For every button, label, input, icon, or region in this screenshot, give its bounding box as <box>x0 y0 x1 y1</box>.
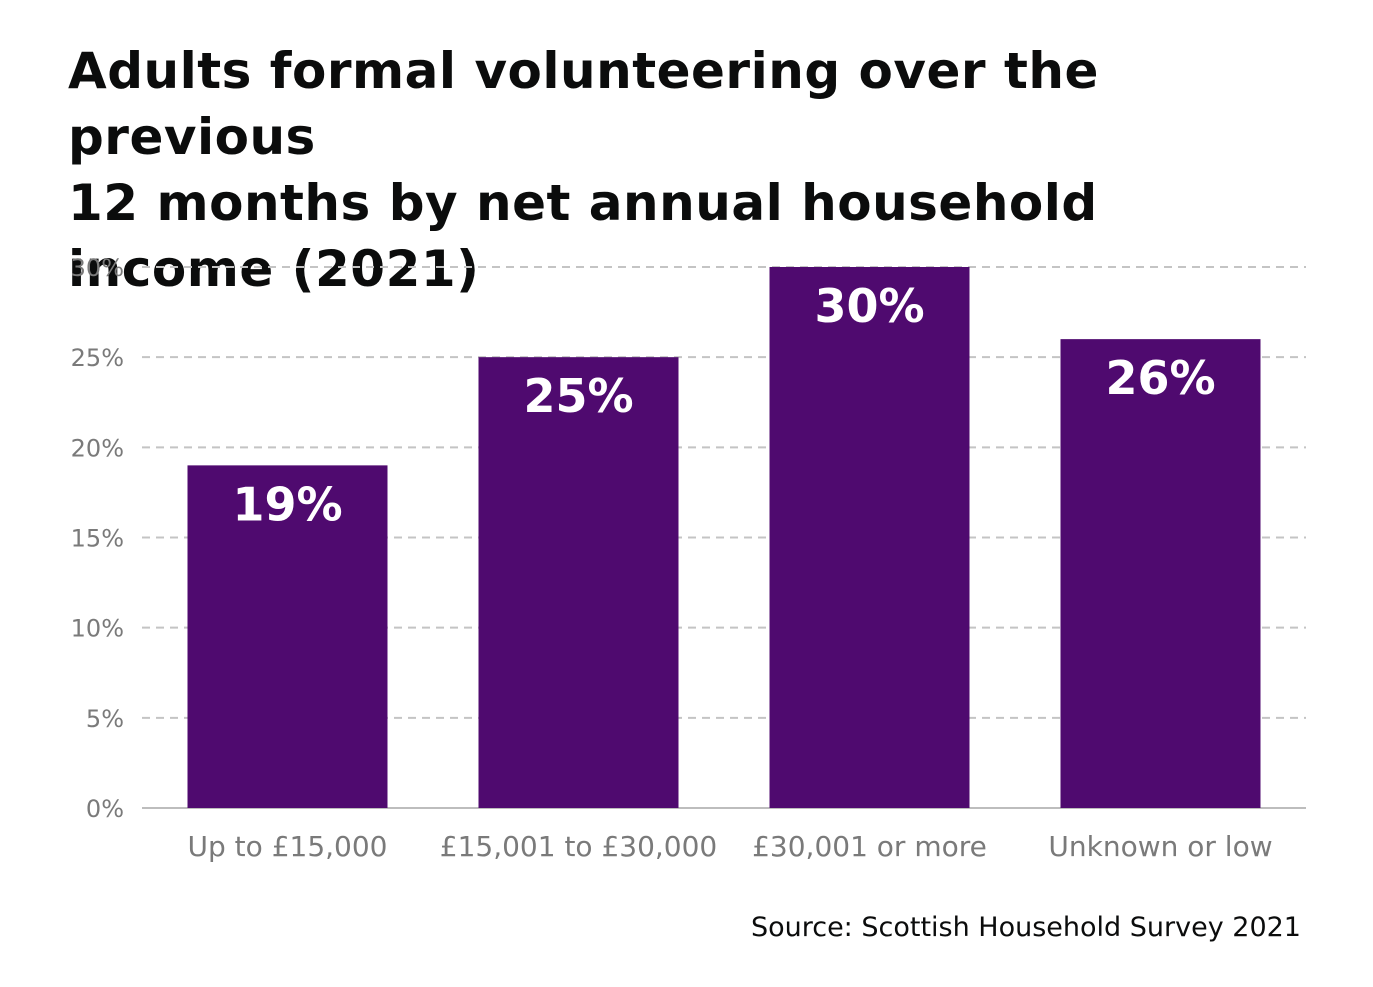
y-tick-label: 10% <box>71 615 124 643</box>
bar <box>1060 339 1261 808</box>
bar-value-label: 19% <box>232 477 342 531</box>
y-tick-label: 20% <box>71 434 124 462</box>
bar-value-label: 30% <box>814 279 924 333</box>
y-tick-label: 15% <box>71 525 124 553</box>
y-tick-label: 0% <box>86 795 124 823</box>
bar <box>478 357 679 808</box>
y-tick-label: 5% <box>86 705 124 733</box>
x-category-label: £15,001 to £30,000 <box>440 830 717 863</box>
x-axis-categories: Up to £15,000 £15,001 to £30,000 £30,001 o… <box>188 830 1273 863</box>
bar <box>769 267 970 808</box>
x-category-label: Up to £15,000 <box>188 830 388 863</box>
data-labels: 19% 25% 30% 26% <box>232 279 1215 531</box>
bars <box>187 267 1261 808</box>
y-tick-label: 25% <box>71 344 124 372</box>
x-category-label: Unknown or low <box>1048 830 1272 863</box>
source-note: Source: Scottish Household Survey 2021 <box>750 912 1301 943</box>
x-category-label: £30,001 or more <box>752 830 987 863</box>
chart-title: Adults formal volunteering over the prev… <box>68 42 1099 298</box>
y-axis-ticks: 0% 5% 10% 15% 20% 25% 30% <box>71 254 124 823</box>
bar <box>187 465 388 808</box>
y-tick-label: 30% <box>71 254 124 282</box>
bar-value-label: 25% <box>523 369 633 423</box>
bar-value-label: 26% <box>1105 351 1215 405</box>
